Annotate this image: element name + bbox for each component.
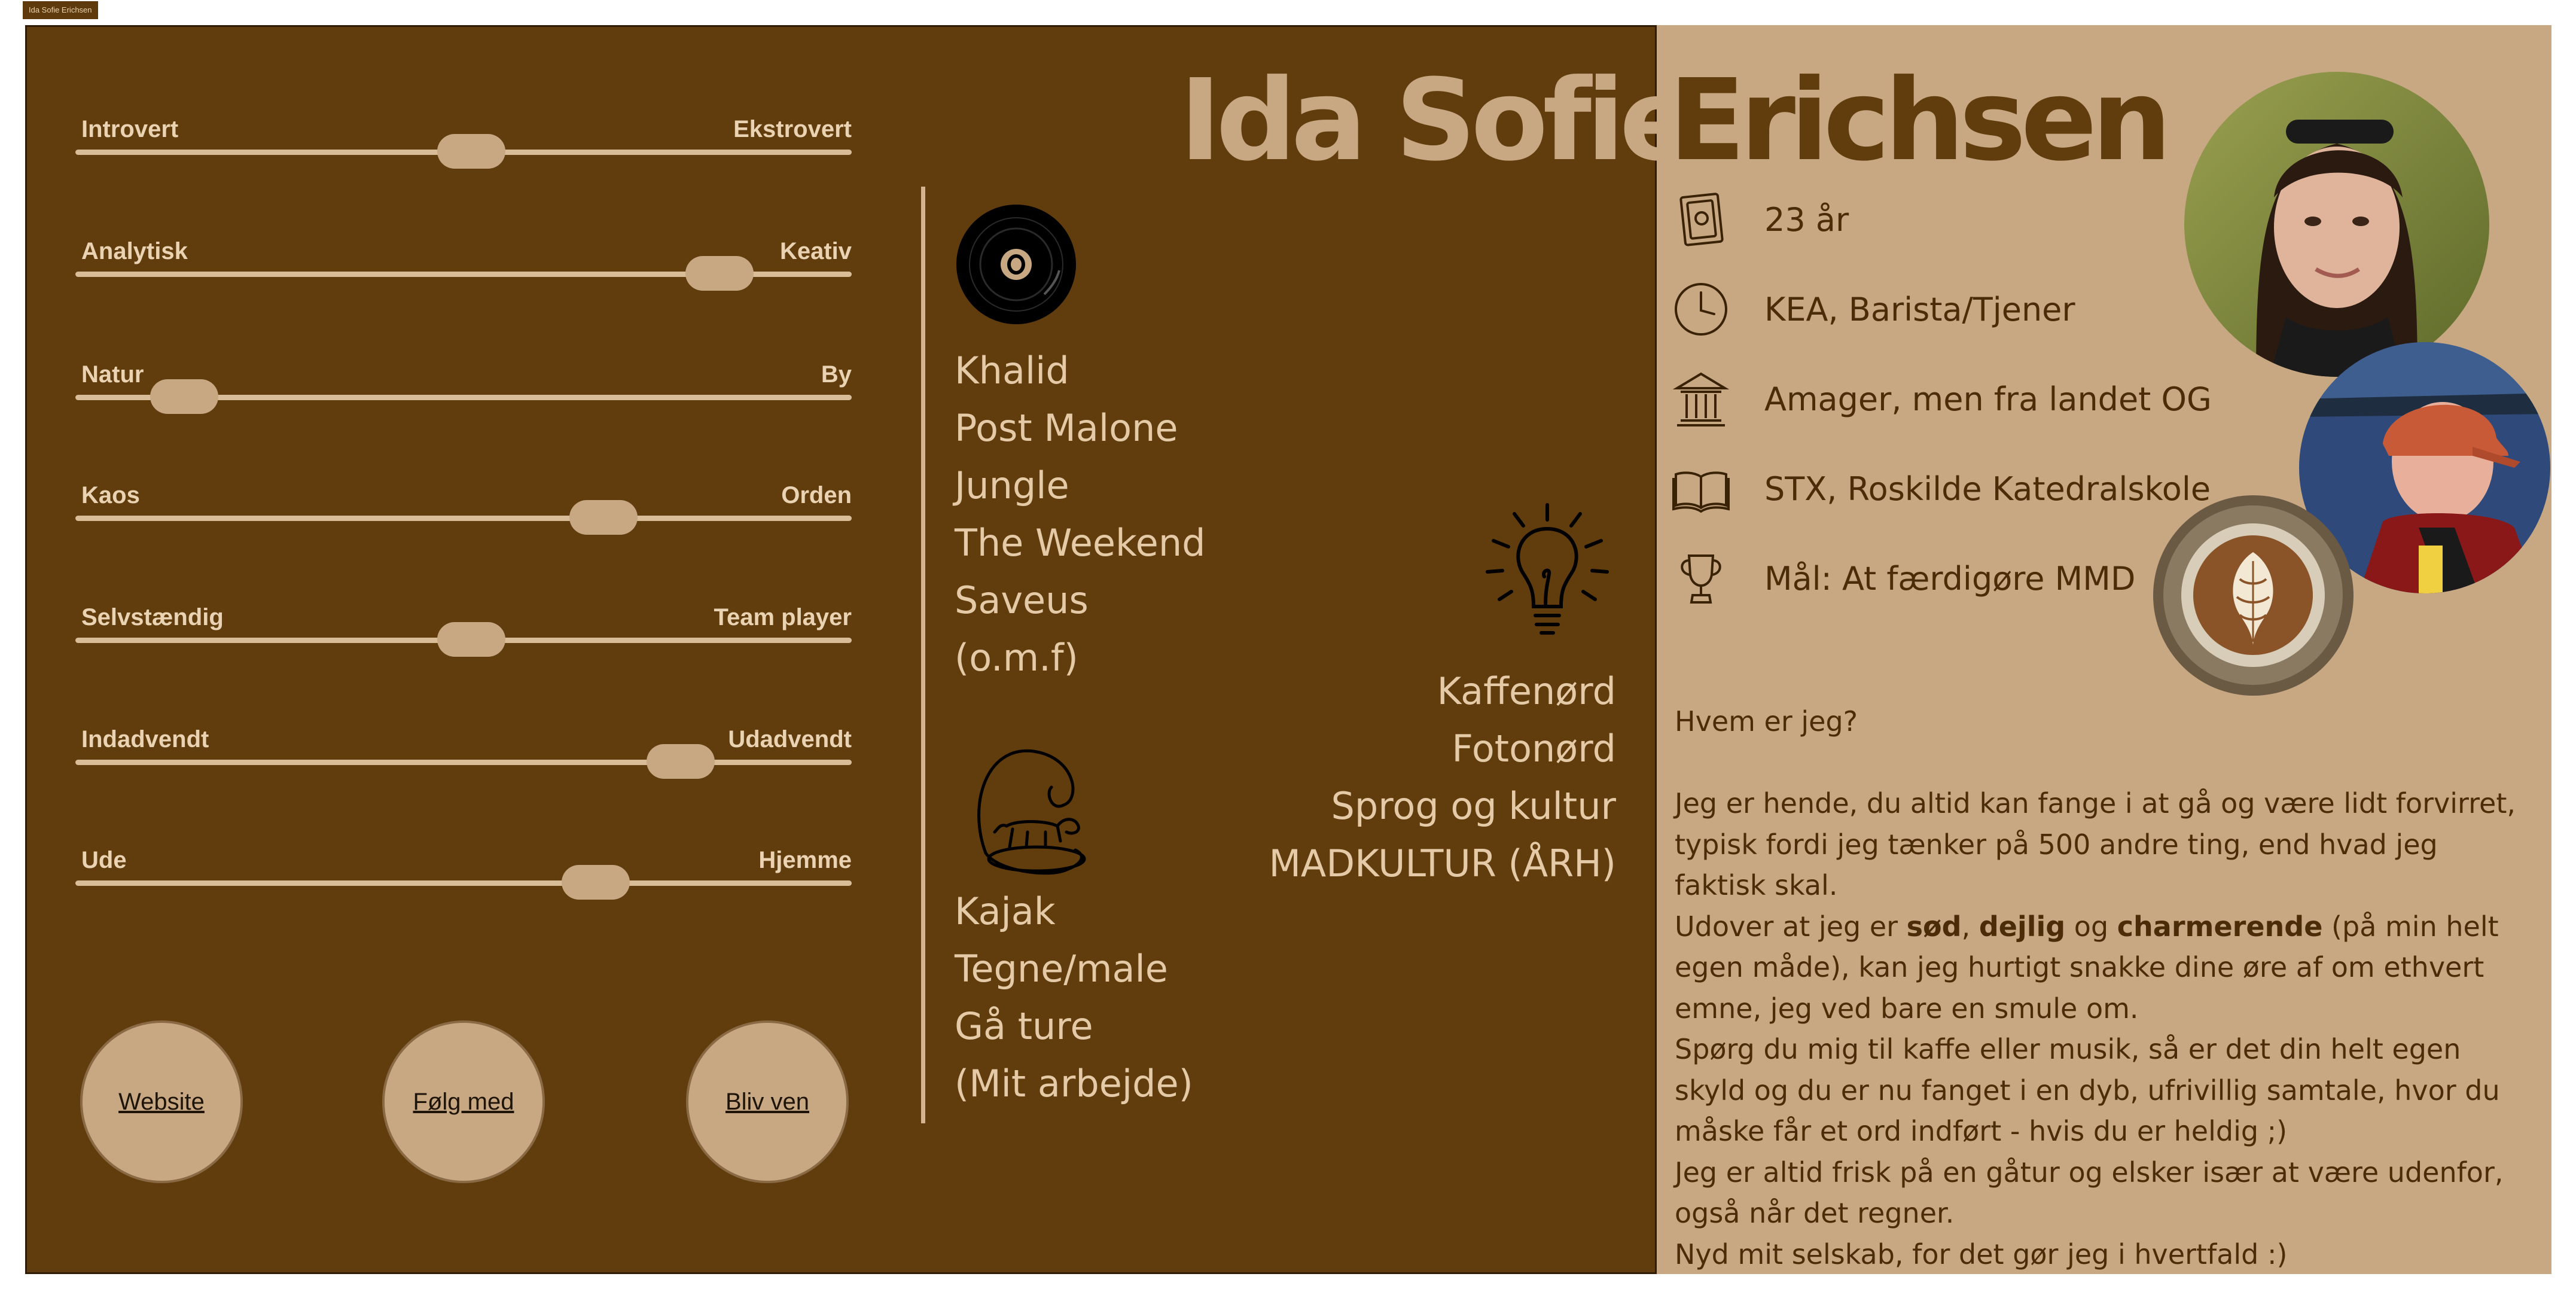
slider-right-label: Orden xyxy=(781,482,852,508)
slider-right-label: Hjemme xyxy=(758,847,852,873)
slider-right-label: Keativ xyxy=(779,238,852,264)
personality-slider[interactable]: Ude Hjemme xyxy=(75,846,852,918)
slider-left-label: Selvstændig xyxy=(81,604,224,630)
personality-slider[interactable]: Introvert Ekstrovert xyxy=(75,115,852,187)
slider-track[interactable] xyxy=(75,395,852,400)
slider-handle[interactable] xyxy=(437,134,505,169)
info-text: 23 år xyxy=(1764,201,1849,239)
personality-slider[interactable]: Kaos Orden xyxy=(75,481,852,553)
slider-left-label: Kaos xyxy=(81,482,140,508)
list-item: Jungle xyxy=(955,464,1069,507)
bio-paragraph: Udover at jeg er sød, dejlig og charmere… xyxy=(1675,910,2499,1025)
slider-left-label: Introvert xyxy=(81,116,179,142)
slider-track[interactable] xyxy=(75,880,852,886)
slider-handle[interactable] xyxy=(437,622,505,657)
id-card-icon xyxy=(1671,190,1731,249)
slider-track[interactable] xyxy=(75,760,852,765)
slider-left-label: Indadvendt xyxy=(81,726,209,752)
personality-slider[interactable]: Indadvendt Udadvendt xyxy=(75,725,852,797)
slider-handle[interactable] xyxy=(150,379,218,414)
personality-slider[interactable]: Selvstændig Team player xyxy=(75,603,852,675)
befriend-button-label: Bliv ven xyxy=(725,1088,810,1115)
list-item: Tegne/male xyxy=(955,947,1168,991)
left-panel xyxy=(25,25,1657,1274)
bio-heading: Hvem er jeg? xyxy=(1675,705,1858,738)
bio-section: Hvem er jeg? Jeg er hende, du altid kan … xyxy=(1675,701,2536,1275)
vertical-divider xyxy=(921,187,925,1123)
slider-right-label: Team player xyxy=(714,604,852,630)
befriend-button[interactable]: Bliv ven xyxy=(686,1020,849,1183)
list-item: Fotonørd xyxy=(1452,727,1616,770)
slider-right-label: By xyxy=(821,361,852,388)
website-button-label: Website xyxy=(118,1088,205,1115)
window-tab-title[interactable]: Ida Sofie Erichsen xyxy=(23,1,98,19)
list-item: (o.m.f) xyxy=(955,636,1078,680)
info-text: KEA, Barista/Tjener xyxy=(1764,291,2075,328)
portrait-photo xyxy=(2184,72,2489,377)
clock-icon xyxy=(1671,279,1731,339)
surfing-dog-icon xyxy=(962,721,1111,901)
slider-handle[interactable] xyxy=(685,256,754,291)
building-icon xyxy=(1671,369,1731,429)
vinyl-record-icon xyxy=(955,205,1078,328)
hobbies-list: Kajak Tegne/male Gå ture (Mit arbejde) xyxy=(955,883,1193,1113)
list-item: Kaffenørd xyxy=(1437,669,1616,713)
slider-handle[interactable] xyxy=(569,500,638,535)
website-button[interactable]: Website xyxy=(80,1020,243,1183)
music-list: Khalid Post Malone Jungle The Weekend Sa… xyxy=(955,342,1205,687)
slider-left-label: Analytisk xyxy=(81,238,188,264)
info-text: STX, Roskilde Katedralskole xyxy=(1764,470,2211,508)
bio-paragraph: Jeg er altid frisk på en gåtur og elsker… xyxy=(1675,1156,2504,1230)
title-first-name: Ida Sofie xyxy=(1179,55,1696,186)
list-item: Saveus xyxy=(955,578,1089,622)
bio-paragraph: Jeg er hende, du altid kan fange i at gå… xyxy=(1675,787,2516,901)
slider-handle[interactable] xyxy=(647,744,715,779)
personality-slider[interactable]: Natur By xyxy=(75,360,852,432)
personality-slider[interactable]: Analytisk Keativ xyxy=(75,237,852,309)
trophy-icon xyxy=(1671,549,1731,608)
latte-art-photo xyxy=(2153,495,2354,696)
slider-right-label: Ekstrovert xyxy=(733,116,852,142)
slider-left-label: Ude xyxy=(81,847,127,873)
lightbulb-icon xyxy=(1478,499,1616,636)
bio-paragraph: Nyd mit selskab, for det gør jeg i hvert… xyxy=(1675,1238,2288,1270)
follow-button-label: Følg med xyxy=(413,1088,514,1115)
list-item: Post Malone xyxy=(955,406,1178,450)
list-item: Kajak xyxy=(955,889,1056,933)
slider-left-label: Natur xyxy=(81,361,144,388)
list-item: Sprog og kultur xyxy=(1331,784,1616,828)
profile-card: Ida Sofie Erichsen Introvert Ekstrovert An… xyxy=(25,25,2551,1274)
list-item: The Weekend xyxy=(955,521,1206,565)
follow-button[interactable]: Følg med xyxy=(382,1020,545,1183)
slider-right-label: Udadvendt xyxy=(728,726,852,752)
book-icon xyxy=(1671,459,1731,519)
slider-track[interactable] xyxy=(75,272,852,277)
info-text: Amager, men fra landet OG xyxy=(1764,380,2212,418)
list-item: Gå ture xyxy=(955,1004,1093,1048)
info-text: Mål: At færdigøre MMD xyxy=(1764,560,2136,598)
slider-track[interactable] xyxy=(75,516,852,521)
interests-list: Kaffenørd Fotonørd Sprog og kultur MADKU… xyxy=(1197,663,1616,892)
bio-paragraph: Spørg du mig til kaffe eller musik, så e… xyxy=(1675,1033,2500,1147)
list-item: MADKULTUR (ÅRH) xyxy=(1269,842,1616,885)
list-item: (Mit arbejde) xyxy=(955,1062,1193,1105)
list-item: Khalid xyxy=(955,349,1069,392)
slider-handle[interactable] xyxy=(561,865,630,900)
title-last-name: Erichsen xyxy=(1669,55,2172,186)
